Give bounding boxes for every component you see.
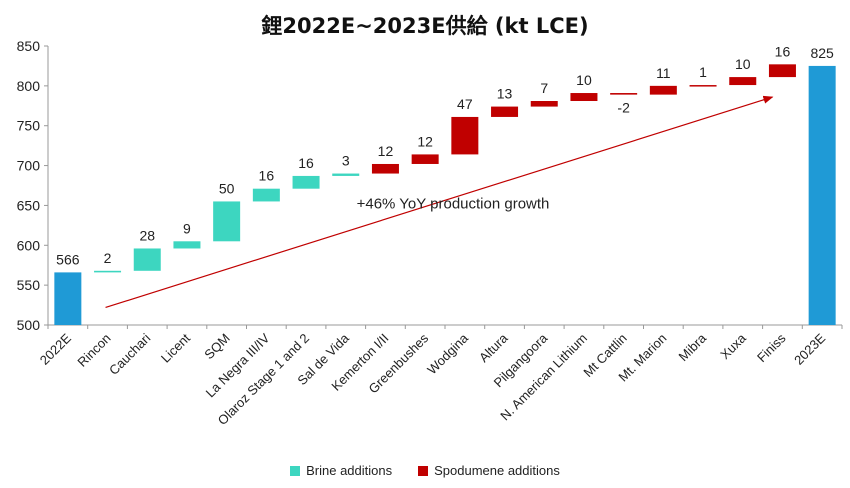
category-label: Wodgina bbox=[424, 330, 471, 377]
data-label: 3 bbox=[342, 153, 350, 169]
bar-2023e bbox=[808, 65, 836, 325]
data-label: 11 bbox=[656, 65, 671, 81]
y-tick-label: 750 bbox=[17, 118, 41, 134]
data-label: 12 bbox=[378, 143, 394, 159]
category-label: Rincon bbox=[74, 331, 113, 370]
data-label: 28 bbox=[139, 227, 155, 243]
y-tick-label: 600 bbox=[17, 237, 41, 253]
data-label: 1 bbox=[699, 64, 707, 80]
legend-label-brine: Brine additions bbox=[306, 463, 393, 478]
bar-greenbushes bbox=[411, 154, 439, 164]
growth-annotation: +46% YoY production growth bbox=[357, 196, 550, 213]
bar-mt-marion bbox=[649, 85, 677, 95]
chart-title: 鋰2022E~2023E供給 (kt LCE) bbox=[261, 14, 589, 38]
legend-item-spodumene: Spodumene additions bbox=[418, 463, 560, 478]
data-label: 16 bbox=[298, 155, 314, 171]
data-label: 7 bbox=[540, 80, 548, 96]
category-label: 2023E bbox=[791, 330, 828, 367]
bars bbox=[54, 64, 836, 325]
data-label: 50 bbox=[219, 180, 235, 196]
data-label: 13 bbox=[497, 86, 513, 102]
y-tick-label: 850 bbox=[17, 38, 41, 54]
bar-pilgangoora bbox=[530, 101, 558, 107]
data-label: 566 bbox=[56, 251, 80, 267]
bar-cauchari bbox=[133, 248, 161, 271]
bar-olaroz-stage-1-and-2 bbox=[292, 175, 320, 189]
annotation: +46% YoY production growth bbox=[105, 95, 774, 309]
waterfall-chart: 500 550 600 650 700 750 800 850 566 2 28 9 50 16 16 3 1… bbox=[17, 38, 843, 428]
category-label: SQM bbox=[201, 331, 233, 363]
category-label: Finiss bbox=[754, 330, 789, 365]
data-label: 16 bbox=[775, 43, 791, 59]
legend-swatch-spodumene bbox=[418, 465, 429, 476]
bar-la-negra-iii-iv bbox=[252, 188, 280, 202]
bar-altura bbox=[491, 106, 519, 117]
bar-sal-de-vida bbox=[332, 173, 360, 176]
data-label: 10 bbox=[735, 56, 751, 72]
growth-arrow bbox=[105, 95, 774, 309]
bar-mt-cattlin bbox=[610, 93, 638, 95]
data-label: 825 bbox=[810, 45, 834, 61]
bar-sqm bbox=[213, 201, 241, 242]
category-label: Mibra bbox=[676, 330, 710, 364]
legend-label-spodumene: Spodumene additions bbox=[434, 463, 560, 478]
category-label: Altura bbox=[476, 330, 511, 365]
bar-xuxa bbox=[729, 77, 757, 86]
bar-2022e bbox=[54, 272, 82, 325]
bar-kemerton-i-ii bbox=[371, 163, 399, 174]
data-label: 9 bbox=[183, 220, 191, 236]
y-tick-label: 800 bbox=[17, 78, 41, 94]
category-label: Xuxa bbox=[717, 330, 749, 362]
data-label: 2 bbox=[104, 250, 112, 266]
bar-wodgina bbox=[451, 116, 479, 155]
category-label: Cauchari bbox=[106, 330, 153, 377]
bar-finiss bbox=[768, 64, 796, 78]
data-label: -2 bbox=[617, 100, 630, 116]
y-tick-label: 500 bbox=[17, 317, 41, 333]
data-label: 12 bbox=[417, 133, 433, 149]
category-label: 2022E bbox=[37, 330, 74, 367]
bar-licent bbox=[173, 241, 201, 249]
category-label: Licent bbox=[158, 330, 193, 365]
data-label: 10 bbox=[576, 72, 592, 88]
bar-rincon bbox=[94, 270, 122, 273]
y-tick-label: 550 bbox=[17, 277, 41, 293]
data-label: 47 bbox=[457, 96, 473, 112]
bar-n-american-lithium bbox=[570, 93, 598, 102]
legend-swatch-brine bbox=[290, 465, 301, 476]
y-tick-label: 650 bbox=[17, 197, 41, 213]
bar-mibra bbox=[689, 85, 717, 87]
legend: Brine additions Spodumene additions bbox=[0, 463, 850, 478]
data-label: 16 bbox=[259, 168, 275, 184]
legend-item-brine: Brine additions bbox=[290, 463, 392, 478]
y-tick-label: 700 bbox=[17, 158, 41, 174]
